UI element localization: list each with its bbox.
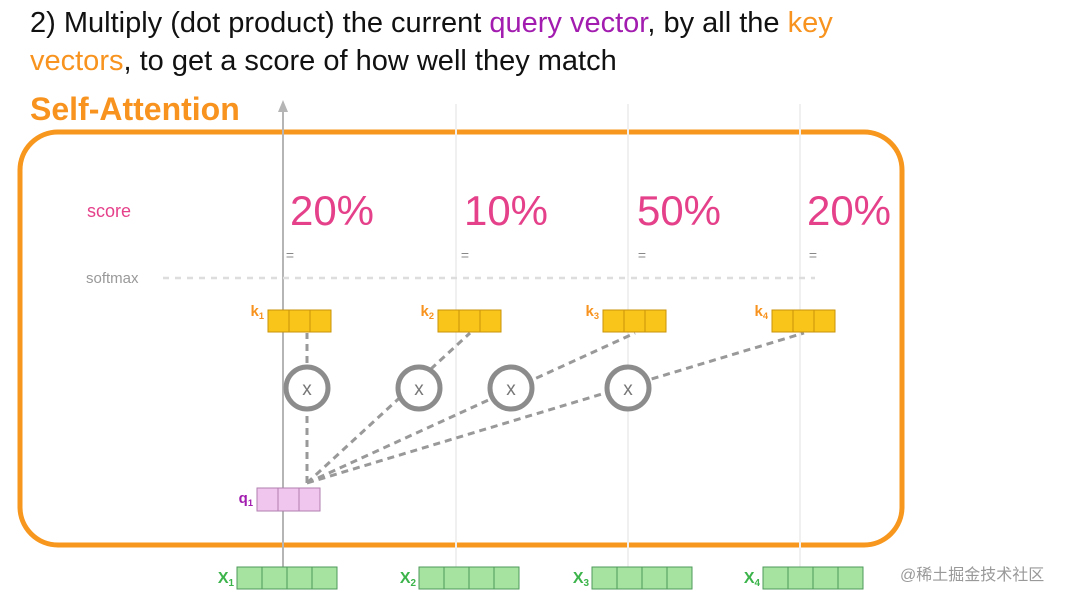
vector-cell <box>623 309 646 333</box>
vector-cell <box>479 309 502 333</box>
header-highlight: vectors <box>30 45 123 77</box>
arrow-head <box>278 100 288 112</box>
multiply-sign: x <box>302 379 312 400</box>
vector-cell <box>418 566 445 590</box>
score-value: 20% <box>290 187 374 234</box>
vector-cell <box>792 309 815 333</box>
header-highlight: key <box>788 7 834 39</box>
vector-label: X2 <box>400 570 417 589</box>
label-letter: X <box>400 570 411 587</box>
vector-cell <box>286 566 313 590</box>
label-index: 4 <box>754 578 760 589</box>
vector-label: k2 <box>420 303 434 321</box>
label-letter: k <box>250 303 259 320</box>
vector-cell <box>813 309 836 333</box>
vector-cell <box>837 566 864 590</box>
vector-cell <box>298 487 321 512</box>
multiply-circle <box>487 364 535 412</box>
multiply-sign: x <box>623 379 633 400</box>
vector-cell <box>787 566 814 590</box>
label-letter: k <box>754 303 763 320</box>
vector-cell <box>288 309 311 333</box>
score-value: 10% <box>464 187 548 234</box>
score-value: 50% <box>637 187 721 234</box>
vector-cell <box>644 309 667 333</box>
multiply-circle <box>395 364 443 412</box>
vector-cell <box>468 566 495 590</box>
vector-cell <box>309 309 332 333</box>
vector-cell <box>267 309 290 333</box>
dot-line <box>305 331 472 485</box>
label-index: 3 <box>594 311 599 321</box>
equals-sign: = <box>809 247 817 263</box>
vector-cell <box>591 566 618 590</box>
header-line-2: vectors, to get a score of how well they… <box>30 45 617 77</box>
dot-line <box>306 331 636 485</box>
equals-sign: = <box>638 247 646 263</box>
label-letter: q <box>239 490 248 507</box>
vector-label: X3 <box>573 570 590 589</box>
vector-label: X1 <box>218 570 235 589</box>
vector-label: X4 <box>744 570 761 589</box>
vector-label: q1 <box>239 490 253 508</box>
label-index: 1 <box>228 578 234 589</box>
multiply-circle <box>283 364 331 412</box>
label-letter: X <box>218 570 229 587</box>
label-index: 1 <box>248 498 253 508</box>
header-line-1: 2) Multiply (dot product) the current qu… <box>30 7 833 39</box>
label-letter: k <box>420 303 429 320</box>
vector-cell <box>277 487 300 512</box>
label-index: 2 <box>410 578 416 589</box>
vector-cell <box>493 566 520 590</box>
vector-cell <box>311 566 338 590</box>
vector-cell <box>641 566 668 590</box>
vector-label: k1 <box>250 303 264 321</box>
multiply-sign: x <box>506 379 516 400</box>
vector-cell <box>261 566 288 590</box>
attention-box <box>17 129 905 548</box>
header-highlight: query vector <box>489 7 649 39</box>
label-index: 1 <box>259 311 264 321</box>
vector-label: k3 <box>585 303 599 321</box>
label-index: 3 <box>583 578 589 589</box>
header-text: , to get a score of how well they match <box>123 45 616 77</box>
multiply-circle <box>604 364 652 412</box>
vector-cell <box>256 487 279 512</box>
label-index: 2 <box>429 311 434 321</box>
score-value: 20% <box>807 187 891 234</box>
section-title: Self-Attention <box>30 91 240 127</box>
vector-cell <box>437 309 460 333</box>
score-label: score <box>87 201 131 221</box>
vector-cell <box>443 566 470 590</box>
multiply-sign: x <box>414 379 424 400</box>
vector-cell <box>236 566 263 590</box>
vector-cell <box>666 566 693 590</box>
equals-sign: = <box>461 247 469 263</box>
label-index: 4 <box>763 311 769 321</box>
header-text: , by all the <box>647 7 787 39</box>
label-letter: X <box>744 570 755 587</box>
vector-cell <box>812 566 839 590</box>
equals-sign: = <box>286 247 294 263</box>
vector-cell <box>616 566 643 590</box>
vector-cell <box>771 309 794 333</box>
vector-cell <box>762 566 789 590</box>
watermark: @稀土掘金技术社区 <box>900 566 1044 584</box>
label-letter: k <box>585 303 594 320</box>
softmax-label: softmax <box>86 270 139 287</box>
vector-cell <box>458 309 481 333</box>
label-letter: X <box>573 570 584 587</box>
vector-label: k4 <box>754 303 768 321</box>
vector-cell <box>602 309 625 333</box>
header-text: 2) Multiply (dot product) the current <box>30 7 489 39</box>
dot-line <box>306 331 805 485</box>
